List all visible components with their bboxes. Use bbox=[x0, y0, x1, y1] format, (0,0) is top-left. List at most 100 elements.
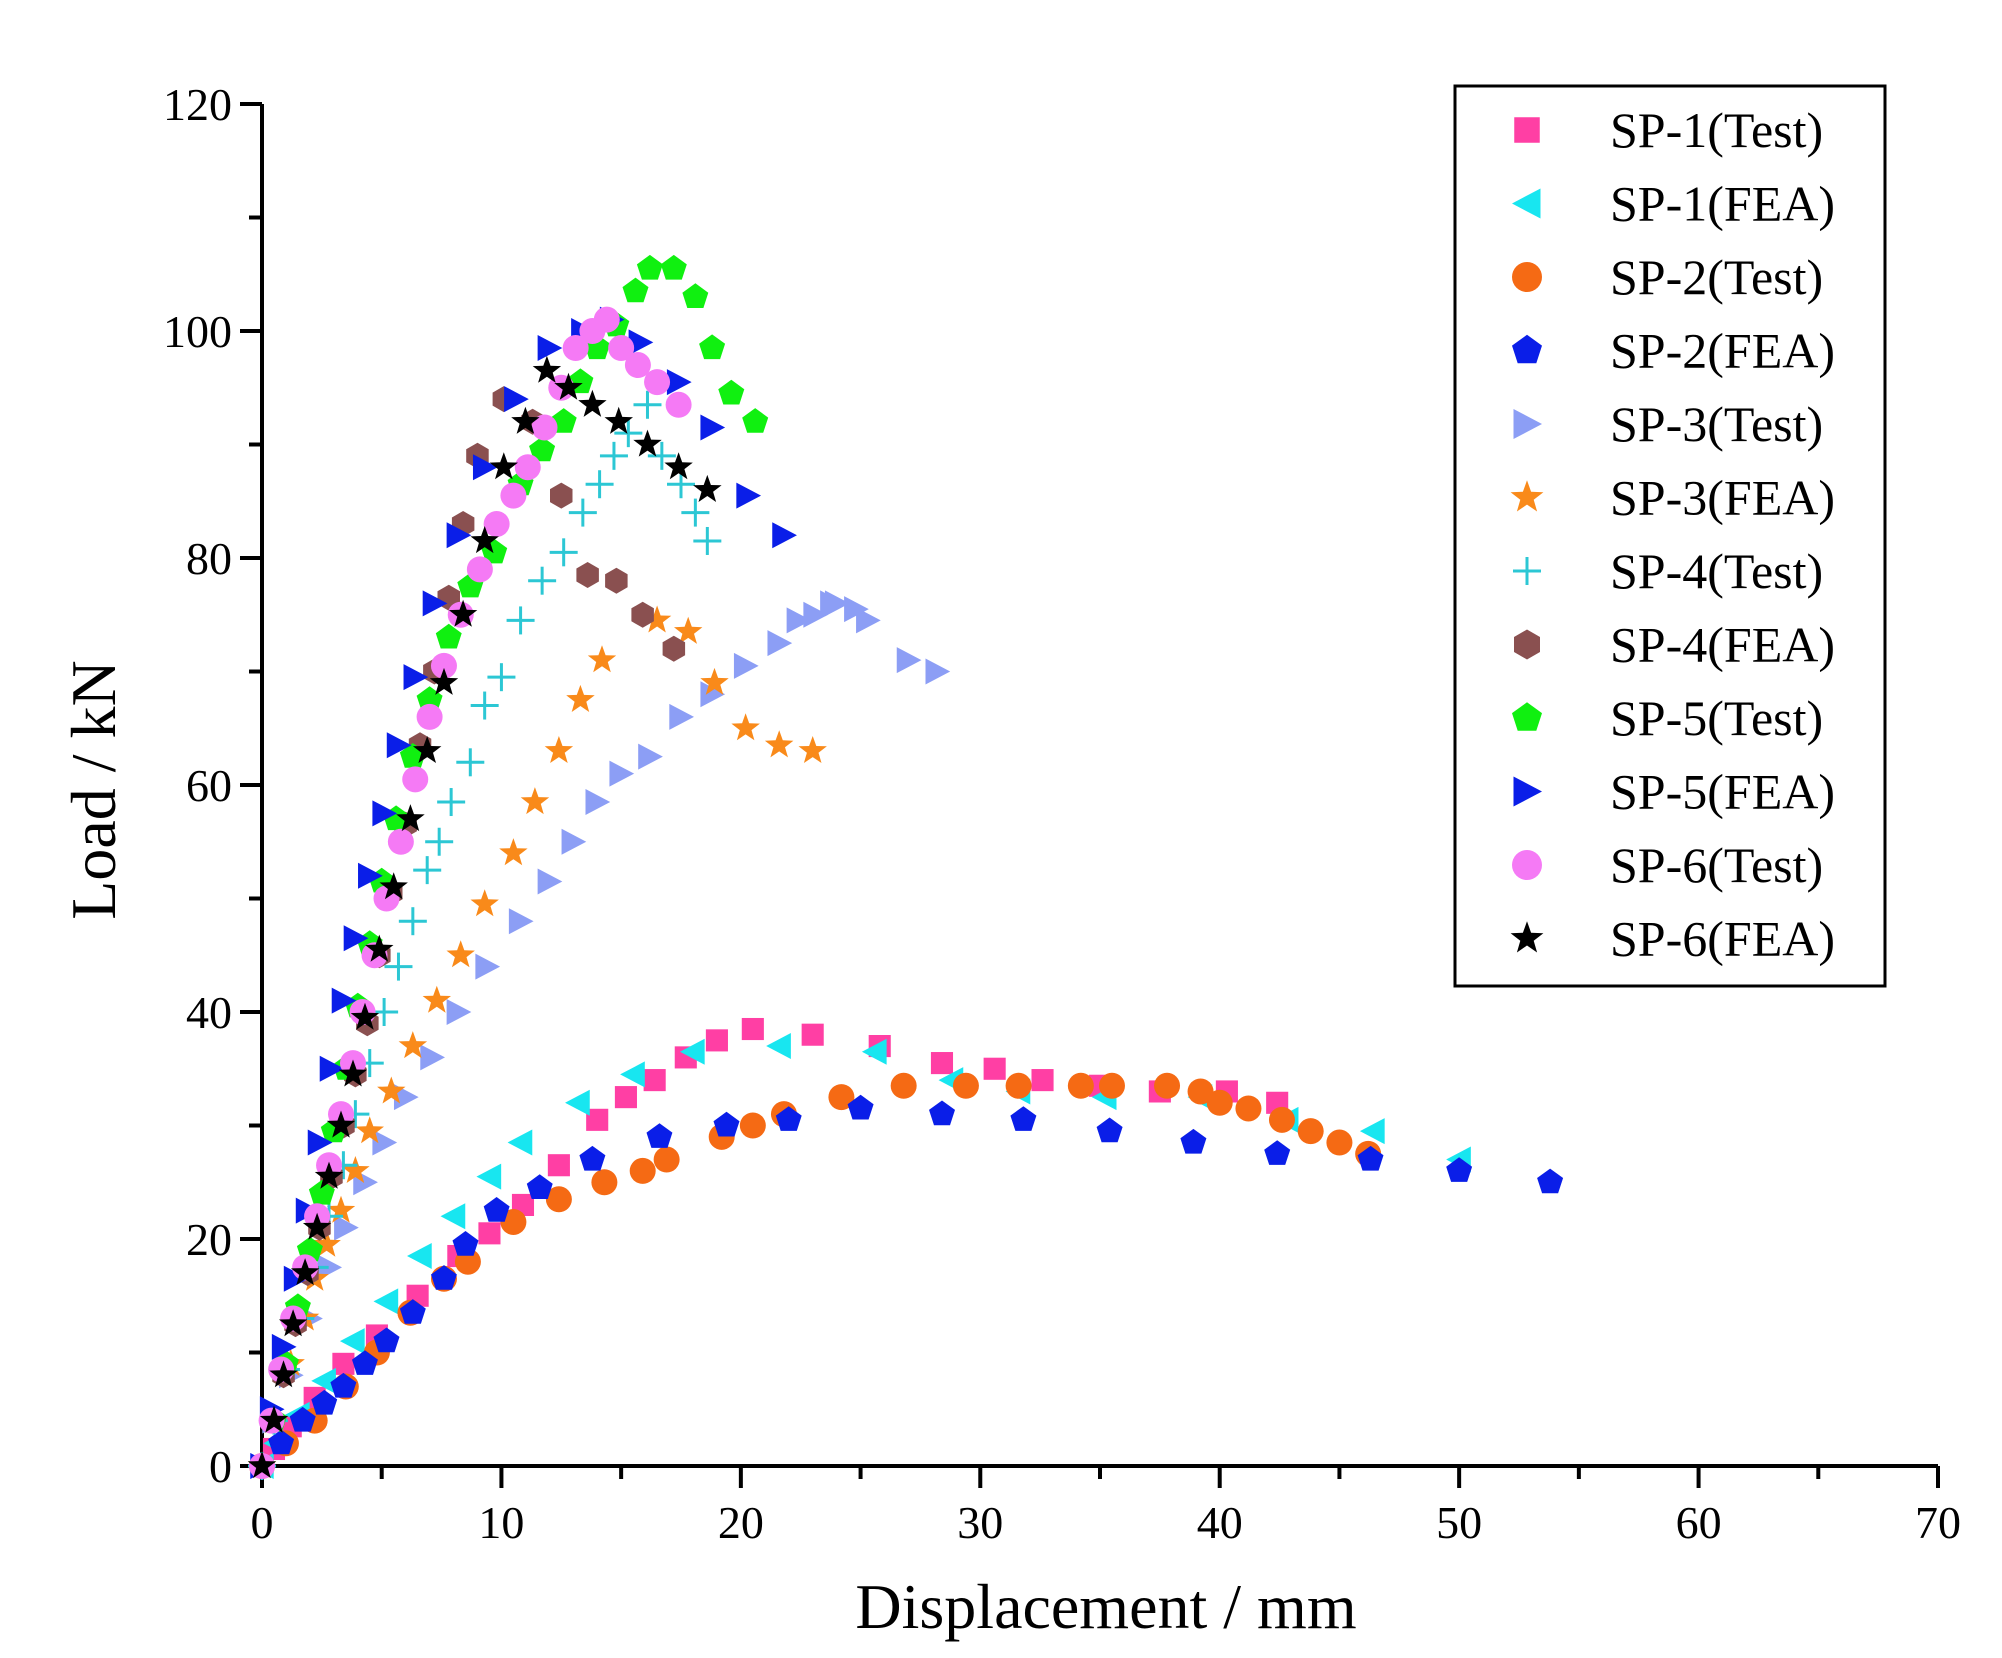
data-point bbox=[332, 1352, 355, 1375]
data-point bbox=[499, 838, 528, 866]
data-point bbox=[628, 329, 654, 356]
data-point bbox=[599, 441, 628, 470]
data-marks bbox=[247, 254, 1564, 1480]
data-point bbox=[487, 663, 516, 692]
data-point bbox=[642, 605, 672, 633]
data-point bbox=[693, 526, 722, 555]
data-point bbox=[1180, 1128, 1207, 1154]
data-point bbox=[334, 1214, 359, 1241]
data-point bbox=[593, 306, 620, 333]
data-point bbox=[372, 800, 398, 827]
data-point bbox=[537, 868, 563, 895]
data-point bbox=[562, 335, 589, 362]
legend-label: SP-1(Test) bbox=[1610, 102, 1823, 158]
data-point bbox=[620, 1061, 645, 1088]
legend-marker bbox=[1512, 188, 1541, 219]
data-point bbox=[643, 1069, 666, 1092]
data-point bbox=[608, 335, 635, 362]
data-point bbox=[350, 1002, 380, 1030]
series-sp-5-test bbox=[249, 254, 769, 1477]
data-point bbox=[528, 566, 557, 595]
data-point bbox=[736, 482, 762, 509]
data-point bbox=[355, 1116, 384, 1144]
y-tick-label: 120 bbox=[163, 79, 232, 130]
data-point bbox=[398, 907, 427, 936]
data-point bbox=[268, 1429, 295, 1455]
data-point bbox=[386, 732, 412, 759]
data-point bbox=[283, 1265, 309, 1292]
data-point bbox=[437, 788, 466, 817]
data-point bbox=[373, 1288, 399, 1315]
data-point bbox=[653, 1146, 680, 1173]
data-point bbox=[700, 667, 729, 695]
data-point bbox=[532, 355, 562, 383]
x-tick-label: 10 bbox=[478, 1497, 524, 1548]
data-point bbox=[317, 1254, 343, 1281]
x-tick-label: 60 bbox=[1676, 1497, 1722, 1548]
data-point bbox=[446, 522, 472, 549]
x-tick-label: 40 bbox=[1197, 1497, 1243, 1548]
data-point bbox=[352, 1350, 378, 1375]
data-point bbox=[561, 828, 587, 855]
data-point bbox=[803, 601, 829, 628]
data-point bbox=[679, 1038, 705, 1065]
legend-label: SP-3(FEA) bbox=[1610, 470, 1835, 526]
legend: SP-1(Test) SP-1(FEA) SP-2(Test) SP-2(FEA) SP… bbox=[1453, 84, 1887, 988]
data-point bbox=[801, 1023, 824, 1046]
data-point bbox=[341, 1156, 370, 1183]
data-point bbox=[504, 386, 529, 413]
data-point bbox=[307, 1129, 333, 1156]
data-point bbox=[472, 454, 498, 481]
data-point bbox=[767, 630, 793, 657]
data-point bbox=[983, 1057, 1006, 1080]
legend-label: SP-6(Test) bbox=[1610, 837, 1823, 893]
data-point bbox=[1446, 1157, 1473, 1182]
y-tick-label: 0 bbox=[209, 1441, 232, 1492]
data-point bbox=[470, 889, 499, 917]
data-point bbox=[338, 1059, 368, 1087]
y-tick-label: 60 bbox=[186, 760, 232, 811]
data-point bbox=[929, 1100, 955, 1126]
data-point bbox=[605, 567, 628, 594]
data-point bbox=[470, 526, 499, 554]
data-point bbox=[682, 283, 709, 308]
series-sp-5-fea bbox=[250, 306, 797, 1479]
legend-marker bbox=[1510, 480, 1544, 512]
data-point bbox=[259, 1405, 289, 1433]
data-point bbox=[1206, 1089, 1233, 1116]
data-point bbox=[358, 862, 383, 889]
data-point bbox=[314, 1161, 344, 1189]
legend-label: SP-4(Test) bbox=[1610, 543, 1823, 599]
data-point bbox=[1098, 1072, 1125, 1099]
data-point bbox=[633, 390, 662, 419]
data-point bbox=[925, 658, 951, 685]
data-point bbox=[452, 1231, 479, 1256]
data-point bbox=[514, 454, 541, 481]
data-point bbox=[824, 590, 850, 617]
data-point bbox=[308, 1179, 335, 1205]
data-point bbox=[478, 1222, 501, 1245]
data-point bbox=[431, 1265, 457, 1290]
x-tick-label: 30 bbox=[957, 1497, 1003, 1548]
data-point bbox=[896, 647, 922, 674]
data-point bbox=[604, 406, 633, 434]
data-point bbox=[319, 1055, 345, 1082]
data-point bbox=[446, 999, 472, 1025]
series-sp-6-fea bbox=[247, 355, 722, 1479]
data-point bbox=[798, 736, 827, 763]
data-point bbox=[398, 1031, 428, 1059]
data-point bbox=[660, 254, 687, 280]
legend-marker bbox=[1512, 702, 1542, 731]
legend-marker bbox=[1513, 409, 1542, 439]
x-axis-title: Displacement / mm bbox=[855, 1571, 1356, 1642]
data-point bbox=[693, 474, 722, 502]
data-point bbox=[1010, 1106, 1037, 1131]
series-sp-2-test bbox=[249, 1072, 1382, 1479]
data-point bbox=[775, 1106, 802, 1131]
data-point bbox=[664, 452, 693, 480]
data-point bbox=[311, 1389, 338, 1415]
data-point bbox=[1031, 1069, 1054, 1092]
data-point bbox=[636, 254, 663, 280]
